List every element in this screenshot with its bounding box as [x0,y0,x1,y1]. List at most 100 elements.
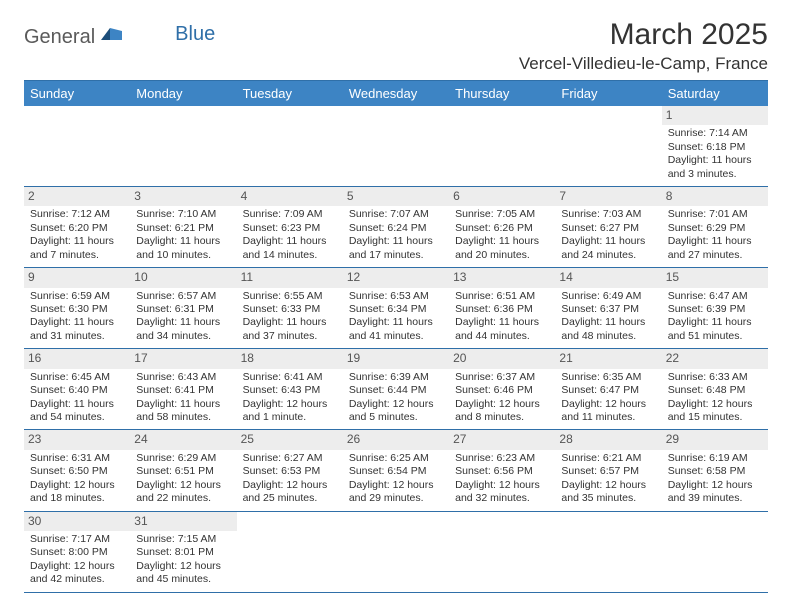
daylight-text: and 41 minutes. [349,330,443,343]
daylight-text: Daylight: 11 hours [561,235,655,248]
sunset-text: Sunset: 6:44 PM [349,384,443,397]
sunrise-text: Sunrise: 7:05 AM [455,208,549,221]
sunrise-text: Sunrise: 6:41 AM [243,371,337,384]
day-cell: 14Sunrise: 6:49 AMSunset: 6:37 PMDayligh… [555,268,661,348]
empty-cell [449,512,555,592]
day-number: 3 [130,187,236,206]
sunset-text: Sunset: 6:27 PM [561,222,655,235]
day-number: 26 [343,430,449,449]
day-cell: 29Sunrise: 6:19 AMSunset: 6:58 PMDayligh… [662,430,768,510]
dow-header: Wednesday [343,81,449,106]
sunrise-text: Sunrise: 6:59 AM [30,290,124,303]
day-cell: 3Sunrise: 7:10 AMSunset: 6:21 PMDaylight… [130,187,236,267]
sunset-text: Sunset: 6:54 PM [349,465,443,478]
day-number: 4 [237,187,343,206]
dow-header: Thursday [449,81,555,106]
sunrise-text: Sunrise: 7:07 AM [349,208,443,221]
sunset-text: Sunset: 6:51 PM [136,465,230,478]
sunrise-text: Sunrise: 6:47 AM [668,290,762,303]
daylight-text: and 37 minutes. [243,330,337,343]
sunset-text: Sunset: 6:29 PM [668,222,762,235]
day-cell: 17Sunrise: 6:43 AMSunset: 6:41 PMDayligh… [130,349,236,429]
header: General Blue March 2025 Vercel-Villedieu… [24,18,768,74]
sunset-text: Sunset: 6:37 PM [561,303,655,316]
day-number: 17 [130,349,236,368]
day-cell: 11Sunrise: 6:55 AMSunset: 6:33 PMDayligh… [237,268,343,348]
day-cell: 5Sunrise: 7:07 AMSunset: 6:24 PMDaylight… [343,187,449,267]
daylight-text: Daylight: 12 hours [349,479,443,492]
daylight-text: Daylight: 11 hours [668,235,762,248]
day-cell: 13Sunrise: 6:51 AMSunset: 6:36 PMDayligh… [449,268,555,348]
day-cell: 20Sunrise: 6:37 AMSunset: 6:46 PMDayligh… [449,349,555,429]
empty-cell [24,106,130,186]
daylight-text: and 35 minutes. [561,492,655,505]
day-number: 2 [24,187,130,206]
day-number: 21 [555,349,661,368]
day-number: 13 [449,268,555,287]
sunset-text: Sunset: 8:01 PM [136,546,230,559]
week-row: 30Sunrise: 7:17 AMSunset: 8:00 PMDayligh… [24,511,768,592]
daylight-text: Daylight: 12 hours [349,398,443,411]
sunset-text: Sunset: 6:41 PM [136,384,230,397]
empty-cell [343,512,449,592]
daylight-text: Daylight: 12 hours [561,398,655,411]
daylight-text: Daylight: 12 hours [30,560,124,573]
page-title: March 2025 [519,18,768,52]
day-number: 22 [662,349,768,368]
day-cell: 7Sunrise: 7:03 AMSunset: 6:27 PMDaylight… [555,187,661,267]
day-cell: 26Sunrise: 6:25 AMSunset: 6:54 PMDayligh… [343,430,449,510]
daylight-text: and 42 minutes. [30,573,124,586]
day-number: 19 [343,349,449,368]
day-cell: 16Sunrise: 6:45 AMSunset: 6:40 PMDayligh… [24,349,130,429]
empty-cell [237,106,343,186]
daylight-text: and 31 minutes. [30,330,124,343]
sunset-text: Sunset: 6:36 PM [455,303,549,316]
week-row: 2Sunrise: 7:12 AMSunset: 6:20 PMDaylight… [24,186,768,267]
day-number: 14 [555,268,661,287]
sunrise-text: Sunrise: 6:39 AM [349,371,443,384]
sunrise-text: Sunrise: 6:23 AM [455,452,549,465]
daylight-text: and 10 minutes. [136,249,230,262]
sunset-text: Sunset: 6:21 PM [136,222,230,235]
day-number: 30 [24,512,130,531]
location: Vercel-Villedieu-le-Camp, France [519,54,768,74]
day-cell: 10Sunrise: 6:57 AMSunset: 6:31 PMDayligh… [130,268,236,348]
day-number: 25 [237,430,343,449]
daylight-text: and 39 minutes. [668,492,762,505]
sunrise-text: Sunrise: 7:03 AM [561,208,655,221]
sunrise-text: Sunrise: 6:29 AM [136,452,230,465]
day-cell: 19 Sunrise: 6:39 AMSunset: 6:44 PMDayligh… [343,349,449,429]
day-number: 1 [662,106,768,125]
sunset-text: Sunset: 6:18 PM [668,141,762,154]
daylight-text: Daylight: 12 hours [455,479,549,492]
week-row: 1Sunrise: 7:14 AMSunset: 6:18 PMDaylight… [24,106,768,186]
sunrise-text: Sunrise: 6:53 AM [349,290,443,303]
day-cell: 31Sunrise: 7:15 AMSunset: 8:01 PMDayligh… [130,512,236,592]
sunset-text: Sunset: 6:26 PM [455,222,549,235]
day-number: 15 [662,268,768,287]
sunset-text: Sunset: 6:47 PM [561,384,655,397]
daylight-text: Daylight: 11 hours [561,316,655,329]
daylight-text: and 22 minutes. [136,492,230,505]
daylight-text: Daylight: 11 hours [349,235,443,248]
sunrise-text: Sunrise: 7:10 AM [136,208,230,221]
sunset-text: Sunset: 6:33 PM [243,303,337,316]
sunrise-text: Sunrise: 7:15 AM [136,533,230,546]
day-cell: 12Sunrise: 6:53 AMSunset: 6:34 PMDayligh… [343,268,449,348]
day-cell: 15Sunrise: 6:47 AMSunset: 6:39 PMDayligh… [662,268,768,348]
dow-header: Saturday [662,81,768,106]
daylight-text: Daylight: 11 hours [30,398,124,411]
daylight-text: Daylight: 12 hours [136,560,230,573]
day-cell: 28Sunrise: 6:21 AMSunset: 6:57 PMDayligh… [555,430,661,510]
title-block: March 2025 Vercel-Villedieu-le-Camp, Fra… [519,18,768,74]
daylight-text: and 27 minutes. [668,249,762,262]
sunrise-text: Sunrise: 6:21 AM [561,452,655,465]
daylight-text: and 15 minutes. [668,411,762,424]
daylight-text: and 5 minutes. [349,411,443,424]
day-number: 5 [343,187,449,206]
logo: General Blue [24,18,215,49]
empty-cell [343,106,449,186]
day-cell: 8Sunrise: 7:01 AMSunset: 6:29 PMDaylight… [662,187,768,267]
daylight-text: and 3 minutes. [668,168,762,181]
sunrise-text: Sunrise: 6:45 AM [30,371,124,384]
